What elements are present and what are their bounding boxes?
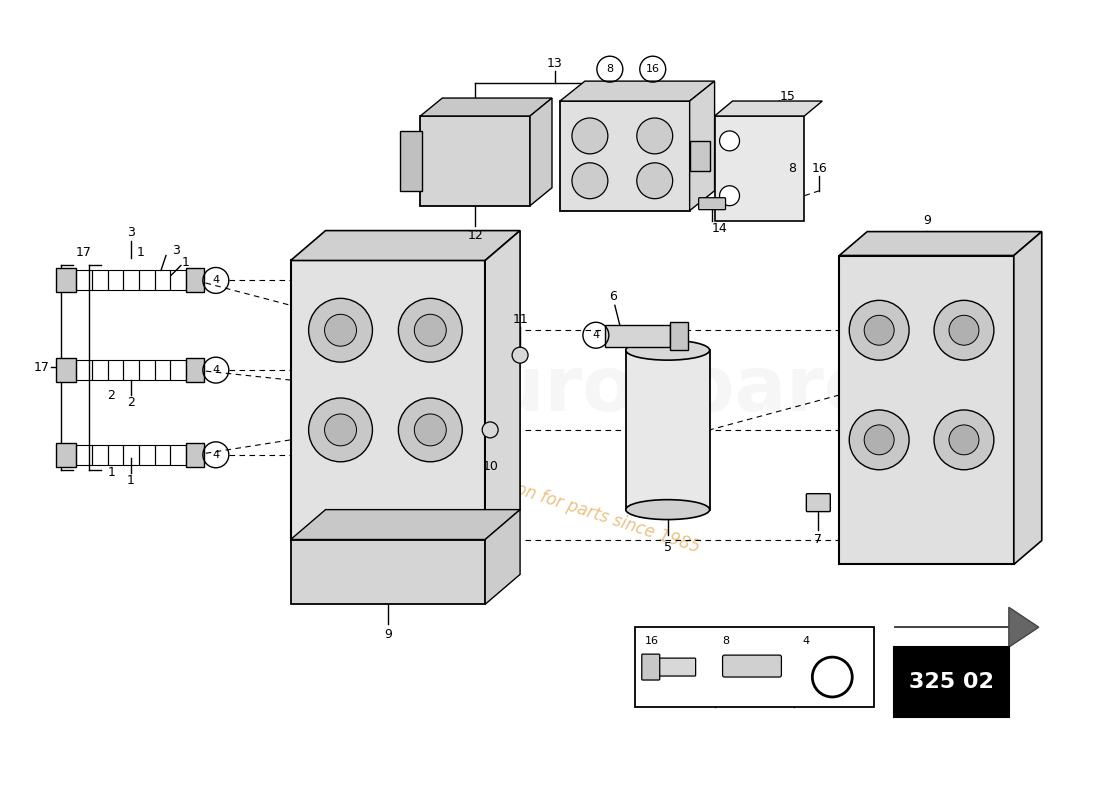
- Text: 5: 5: [663, 541, 672, 554]
- Text: 15: 15: [780, 90, 795, 102]
- FancyBboxPatch shape: [670, 322, 688, 350]
- FancyBboxPatch shape: [290, 261, 485, 539]
- Text: 1: 1: [138, 246, 145, 259]
- Circle shape: [415, 414, 447, 446]
- Circle shape: [849, 300, 909, 360]
- FancyBboxPatch shape: [56, 269, 76, 292]
- Text: 1: 1: [182, 256, 190, 269]
- Circle shape: [324, 314, 356, 346]
- Text: 17: 17: [75, 246, 91, 259]
- FancyBboxPatch shape: [186, 358, 204, 382]
- Circle shape: [934, 410, 994, 470]
- Ellipse shape: [626, 500, 710, 519]
- Text: 16: 16: [645, 636, 659, 646]
- Polygon shape: [1014, 231, 1042, 565]
- Circle shape: [865, 425, 894, 455]
- Polygon shape: [290, 510, 520, 539]
- Circle shape: [398, 398, 462, 462]
- FancyBboxPatch shape: [641, 654, 660, 680]
- FancyBboxPatch shape: [646, 658, 695, 676]
- Text: 4: 4: [592, 330, 600, 340]
- Text: 9: 9: [923, 214, 931, 227]
- Text: 16: 16: [646, 64, 660, 74]
- Polygon shape: [560, 81, 715, 101]
- Polygon shape: [485, 230, 520, 539]
- FancyBboxPatch shape: [605, 326, 670, 347]
- Circle shape: [949, 315, 979, 345]
- Text: 10: 10: [482, 460, 498, 474]
- Circle shape: [309, 398, 373, 462]
- Polygon shape: [485, 510, 520, 604]
- Circle shape: [482, 422, 498, 438]
- Text: 1: 1: [107, 466, 116, 479]
- Text: 11: 11: [513, 313, 528, 326]
- Text: 16: 16: [812, 162, 827, 175]
- FancyBboxPatch shape: [690, 141, 710, 170]
- Polygon shape: [290, 230, 520, 261]
- Text: 12: 12: [468, 229, 483, 242]
- FancyBboxPatch shape: [56, 443, 76, 466]
- Circle shape: [513, 347, 528, 363]
- Circle shape: [398, 298, 462, 362]
- Circle shape: [309, 298, 373, 362]
- Polygon shape: [894, 607, 1038, 647]
- FancyBboxPatch shape: [560, 101, 690, 210]
- FancyBboxPatch shape: [839, 255, 1014, 565]
- Polygon shape: [839, 231, 1042, 255]
- Circle shape: [865, 315, 894, 345]
- FancyBboxPatch shape: [723, 655, 781, 677]
- Text: 4: 4: [212, 275, 219, 286]
- FancyBboxPatch shape: [186, 443, 204, 466]
- Text: 2: 2: [128, 397, 135, 410]
- Circle shape: [572, 118, 608, 154]
- Circle shape: [572, 163, 608, 198]
- Text: 3: 3: [172, 244, 180, 257]
- FancyBboxPatch shape: [635, 627, 874, 707]
- Text: 4: 4: [212, 450, 219, 460]
- Circle shape: [719, 131, 739, 151]
- Circle shape: [415, 314, 447, 346]
- FancyBboxPatch shape: [290, 539, 485, 604]
- Text: 6: 6: [609, 290, 617, 303]
- Text: 8: 8: [789, 162, 796, 175]
- Circle shape: [849, 410, 909, 470]
- Polygon shape: [530, 98, 552, 206]
- Ellipse shape: [626, 340, 710, 360]
- Polygon shape: [420, 98, 552, 116]
- Text: 3: 3: [128, 226, 135, 239]
- FancyBboxPatch shape: [400, 131, 422, 190]
- Circle shape: [324, 414, 356, 446]
- Text: 325 02: 325 02: [909, 672, 993, 692]
- Text: 9: 9: [385, 628, 393, 641]
- Circle shape: [949, 425, 979, 455]
- Text: Eurospares: Eurospares: [438, 353, 921, 427]
- Text: 17: 17: [33, 361, 50, 374]
- Circle shape: [637, 163, 673, 198]
- Text: 4: 4: [802, 636, 810, 646]
- Text: a passion for parts since 1985: a passion for parts since 1985: [458, 462, 702, 557]
- Polygon shape: [690, 81, 715, 210]
- FancyBboxPatch shape: [715, 116, 804, 221]
- Text: 13: 13: [547, 57, 563, 70]
- FancyBboxPatch shape: [420, 116, 530, 206]
- Text: 14: 14: [712, 222, 727, 235]
- Text: 8: 8: [723, 636, 729, 646]
- FancyBboxPatch shape: [186, 269, 204, 292]
- Text: 2: 2: [107, 389, 116, 402]
- FancyBboxPatch shape: [56, 358, 76, 382]
- Circle shape: [934, 300, 994, 360]
- Text: 1: 1: [128, 474, 135, 487]
- FancyBboxPatch shape: [894, 647, 1009, 717]
- Text: 8: 8: [606, 64, 614, 74]
- Circle shape: [719, 186, 739, 206]
- FancyBboxPatch shape: [806, 494, 830, 512]
- FancyBboxPatch shape: [698, 198, 726, 210]
- FancyBboxPatch shape: [626, 350, 710, 510]
- Text: 7: 7: [814, 533, 823, 546]
- Text: 4: 4: [212, 365, 219, 375]
- Polygon shape: [715, 101, 823, 116]
- Circle shape: [637, 118, 673, 154]
